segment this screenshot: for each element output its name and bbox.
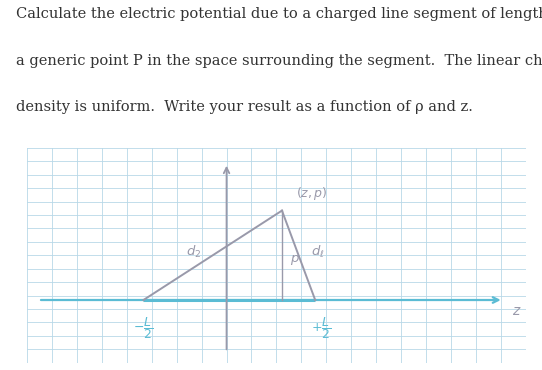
Text: Calculate the electric potential due to a charged line segment of length L in: Calculate the electric potential due to … (16, 7, 542, 21)
Text: $z$: $z$ (512, 305, 521, 319)
Text: $p$: $p$ (291, 253, 300, 267)
Text: $+\dfrac{L}{2}$: $+\dfrac{L}{2}$ (311, 315, 331, 341)
Text: $(z, p)$: $(z, p)$ (296, 185, 327, 202)
Text: $d_\ell$: $d_\ell$ (311, 244, 325, 260)
Text: $d_2$: $d_2$ (186, 244, 201, 260)
Text: $-\dfrac{L}{2}$: $-\dfrac{L}{2}$ (133, 315, 154, 341)
Text: a generic point P in the space surrounding the segment.  The linear charge: a generic point P in the space surroundi… (16, 54, 542, 68)
Text: density is uniform.  Write your result as a function of ρ and z.: density is uniform. Write your result as… (16, 100, 473, 114)
